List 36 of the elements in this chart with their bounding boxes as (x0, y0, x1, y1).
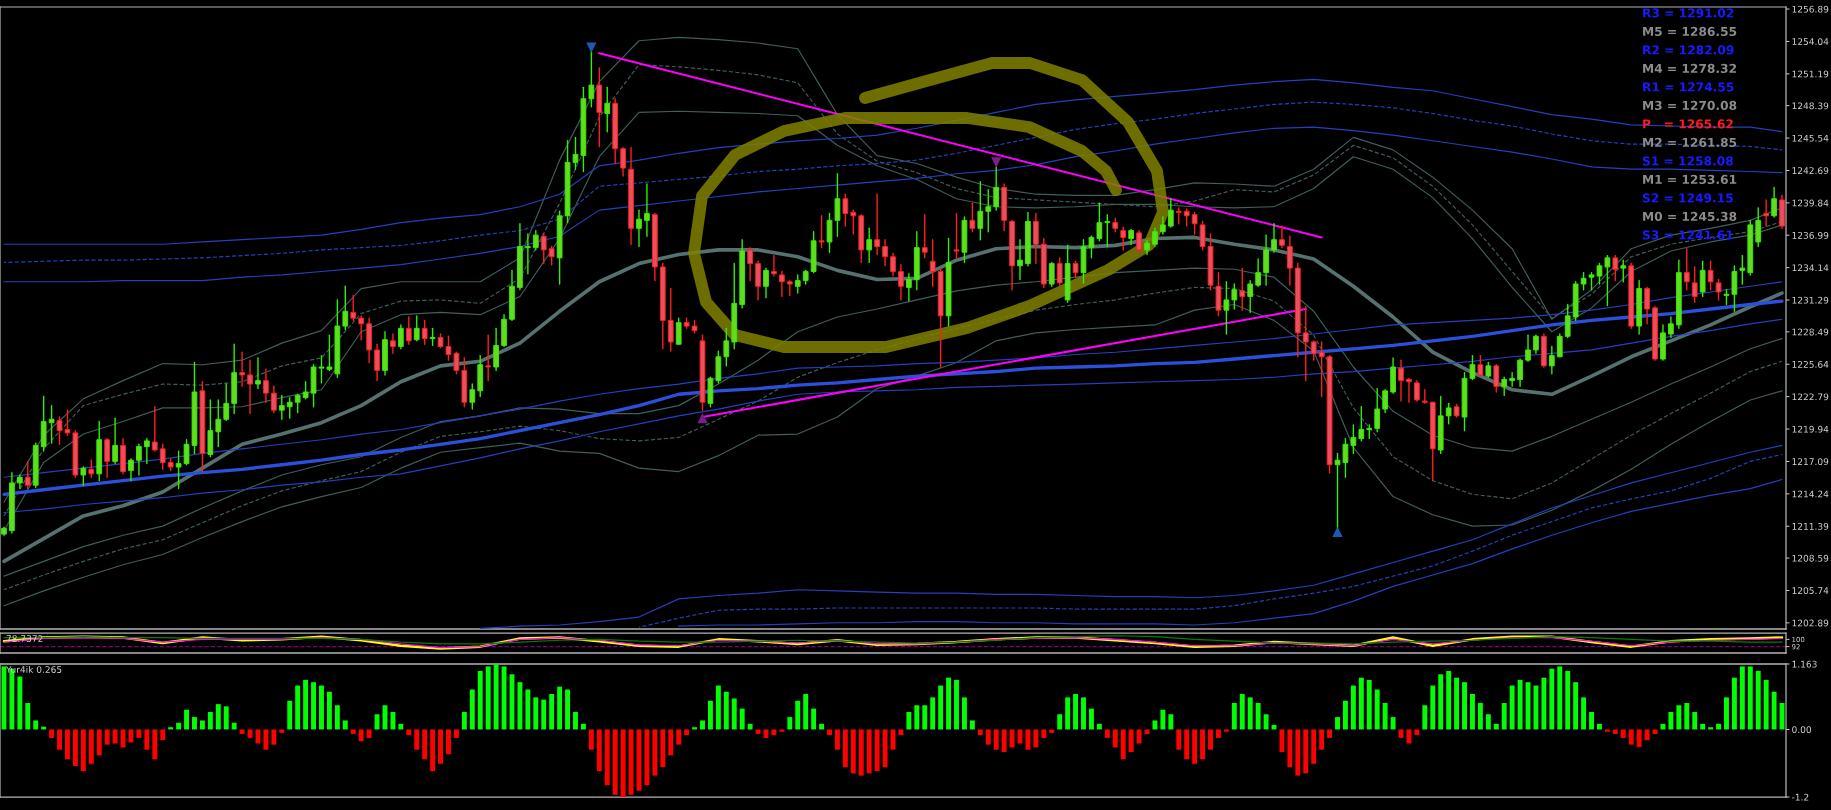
annotation: Yur4ik 0.265 (5, 666, 62, 673)
y-tick-label: 1208.59 (1792, 554, 1829, 562)
annotation: M4 = 1278.32 (1643, 63, 1737, 74)
annotation: M5 = 1286.55 (1643, 26, 1737, 37)
y-tick-label: 1219.94 (1792, 425, 1829, 433)
annotation: S3 = 1241.61 (1642, 230, 1733, 240)
annotation: R3 = 1291.02 (1643, 8, 1734, 18)
y-tick-label: 1242.69 (1792, 167, 1829, 175)
y-tick-label: 1245.54 (1792, 134, 1829, 142)
annotation: R1 = 1274.55 (1643, 82, 1734, 92)
y-tick-label: 1248.39 (1792, 102, 1829, 110)
y-tick-label: 1234.14 (1792, 264, 1829, 272)
y-tick-label: 1254.04 (1792, 38, 1829, 45)
y-tick-label: 1205.74 (1792, 587, 1829, 595)
y-tick-label: 1217.09 (1792, 458, 1829, 466)
annotation: M1 = 1253.61 (1643, 174, 1737, 185)
annotation: M0 = 1245.38 (1643, 211, 1737, 222)
y-tick-label: 1.163 (1792, 660, 1817, 668)
y-tick-label: 1231.29 (1792, 296, 1829, 304)
y-tick-label: 1256.89 (1792, 5, 1829, 13)
y-tick-label: 1202.89 (1792, 619, 1829, 627)
annotation: M3 = 1270.08 (1643, 100, 1737, 111)
annotation: S2 = 1249.15 (1642, 193, 1733, 203)
y-tick-label: 1236.99 (1792, 231, 1829, 239)
y-tick-label: 1228.49 (1792, 328, 1829, 336)
y-tick-label: -1.2 (1792, 793, 1809, 801)
annotation: 78.7372 (6, 635, 43, 642)
annotation: S1 = 1258.08 (1642, 156, 1733, 166)
y-tick-label: 1211.39 (1792, 522, 1829, 530)
y-tick-label: 0.00 (1792, 726, 1812, 734)
y-tick-label: 1222.79 (1792, 393, 1829, 401)
y-tick-label: 1225.64 (1792, 360, 1829, 368)
y-tick-label: 1214.24 (1792, 490, 1829, 498)
y-tick-label: 1251.19 (1792, 70, 1829, 78)
y-tick-label: 1239.84 (1792, 199, 1829, 207)
annotation: R2 = 1282.09 (1643, 45, 1734, 55)
